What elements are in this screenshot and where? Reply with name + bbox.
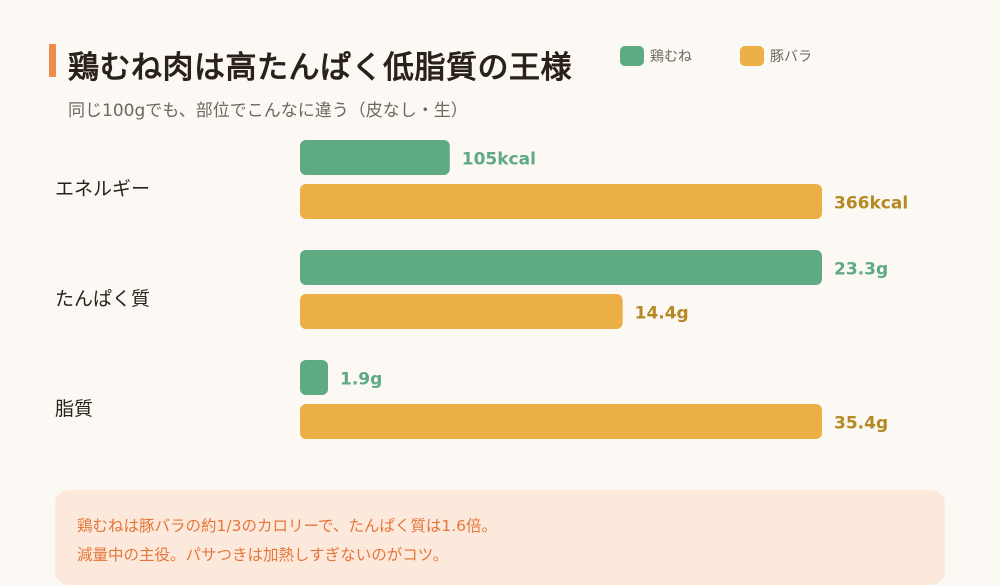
- bar-pork: [300, 184, 822, 219]
- legend-swatch-chicken: [620, 46, 644, 66]
- data-label-pork: 366kcal: [834, 194, 908, 214]
- page-title: 鶏むね肉は高たんぱく低脂質の王様: [68, 50, 572, 86]
- bar-chicken: [300, 360, 329, 395]
- data-label-pork: 14.4g: [635, 304, 689, 324]
- legend-label-chicken: 鶏むね: [650, 49, 692, 65]
- legend-item-pork: 豚バラ: [740, 46, 812, 66]
- title-accent-bar: [49, 44, 56, 77]
- data-label-chicken: 23.3g: [834, 260, 888, 280]
- bar-chicken: [300, 250, 822, 285]
- bar-pork: [300, 404, 822, 439]
- category-label: エネルギー: [55, 178, 150, 200]
- data-label-chicken: 105kcal: [462, 150, 536, 170]
- category-label: 脂質: [55, 398, 93, 420]
- summary-note-line-2: 減量中の主役。パサつきは加熱しすぎないのがコツ。: [77, 546, 449, 564]
- bar-chicken: [300, 140, 450, 175]
- bar-chart: エネルギー 105kcal 366kcal たんぱく質 23.3g 14.4g 脂質 1.9g…: [55, 140, 908, 439]
- data-label-chicken: 1.9g: [340, 370, 382, 390]
- bar-pork: [300, 294, 623, 329]
- data-label-pork: 35.4g: [834, 414, 888, 434]
- summary-note: 鶏むねは豚バラの約1/3のカロリーで、たんぱく質は1.6倍。 減量中の主役。パサ…: [55, 490, 945, 585]
- category-label: たんぱく質: [55, 288, 150, 310]
- legend-item-chicken: 鶏むね: [620, 46, 692, 66]
- legend-swatch-pork: [740, 46, 764, 66]
- page-subtitle: 同じ100gでも、部位でこんなに違う（皮なし・生）: [68, 101, 468, 121]
- summary-note-line-1: 鶏むねは豚バラの約1/3のカロリーで、たんぱく質は1.6倍。: [77, 517, 498, 535]
- legend-label-pork: 豚バラ: [770, 49, 812, 65]
